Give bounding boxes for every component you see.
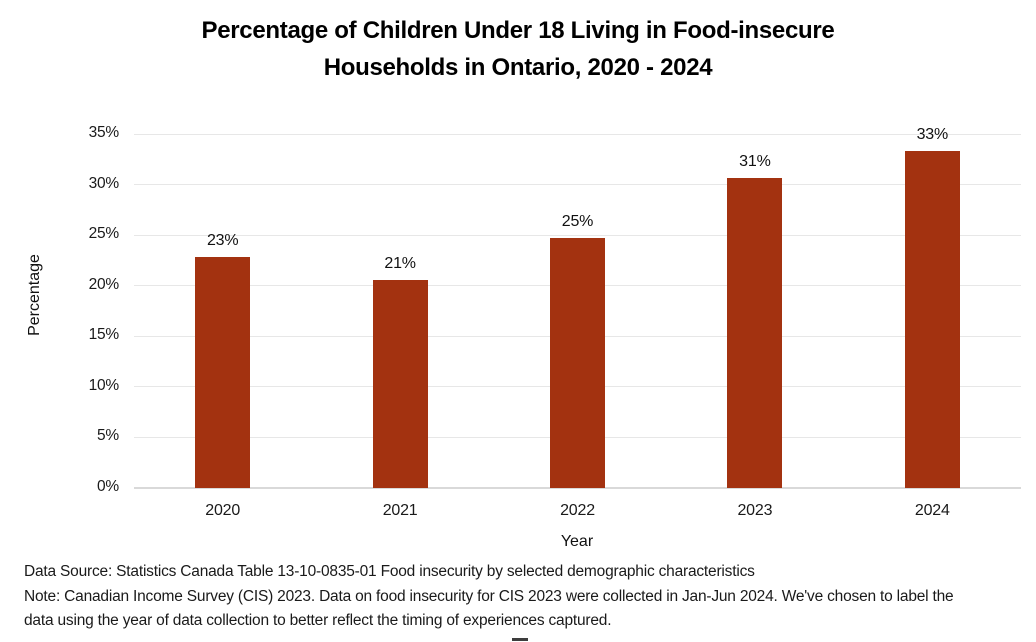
- bar-value-label-2020: 23%: [206, 232, 239, 250]
- x-axis-line: [134, 487, 1021, 489]
- chart-title: Percentage of Children Under 18 Living i…: [0, 12, 1036, 86]
- bar-value-label-2021: 21%: [384, 254, 416, 272]
- bar-2024: [904, 151, 960, 488]
- bar-value-label-2024: 33%: [916, 126, 949, 144]
- x-axis-title: Year: [560, 533, 594, 550]
- y-tick-label: 20%: [88, 275, 120, 293]
- chart-title-line1: Percentage of Children Under 18 Living i…: [201, 17, 835, 44]
- bar-value-label-2022: 25%: [561, 213, 594, 231]
- cropped-artifact-dash: [512, 638, 528, 641]
- gridline: [134, 234, 1021, 236]
- x-tick-label-2022: 2022: [560, 502, 595, 519]
- y-tick-label: 10%: [88, 376, 120, 394]
- x-tick-label-2024: 2024: [914, 502, 950, 519]
- bar-2021: [372, 279, 428, 488]
- gridline: [134, 184, 1021, 186]
- y-tick-label: 30%: [88, 174, 120, 192]
- x-tick-label-2023: 2023: [737, 502, 773, 519]
- y-tick-label: 35%: [88, 124, 120, 141]
- x-tick-label-2021: 2021: [382, 502, 418, 519]
- y-axis-title: Percentage: [26, 254, 43, 336]
- bar-value-label-2023: 31%: [739, 152, 771, 170]
- y-tick-label: 5%: [96, 427, 119, 445]
- y-tick-label: 0%: [96, 478, 119, 495]
- source-note: Data Source: Statistics Canada Table 13-…: [24, 560, 1024, 634]
- chart-title-line2: Households in Ontario, 2020 - 2024: [323, 54, 713, 81]
- bar-2022: [550, 238, 605, 488]
- source-note-line1: Data Source: Statistics Canada Table 13-…: [24, 563, 755, 580]
- source-note-line3: data using the year of data collection t…: [24, 612, 612, 629]
- y-tick-label: 25%: [88, 225, 120, 243]
- bar-2020: [195, 257, 251, 488]
- source-note-line2: Note: Canadian Income Survey (CIS) 2023.…: [24, 587, 954, 605]
- x-tick-label-2020: 2020: [205, 502, 241, 519]
- bar-2023: [727, 177, 783, 488]
- gridline: [134, 133, 1021, 135]
- y-tick-label: 15%: [88, 326, 120, 344]
